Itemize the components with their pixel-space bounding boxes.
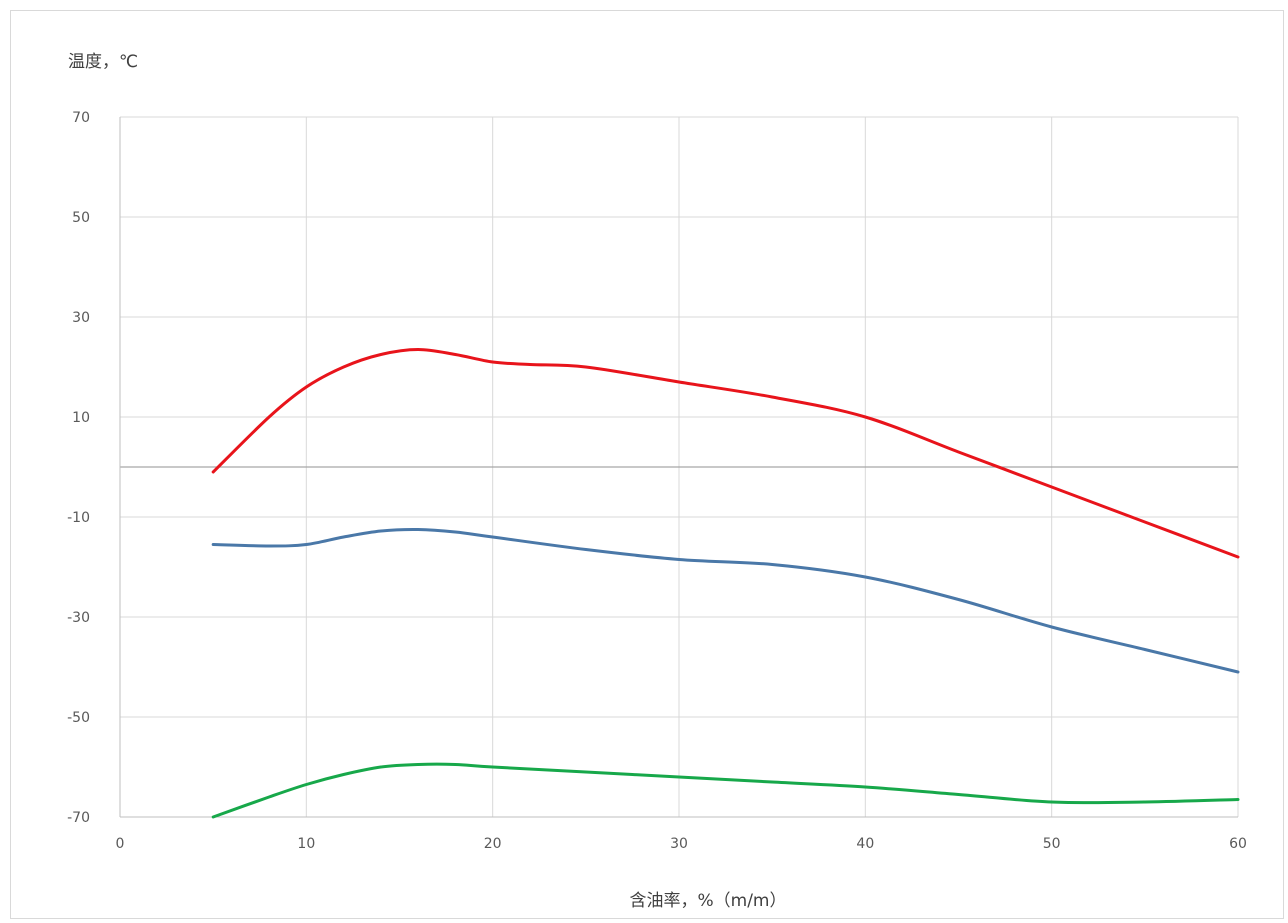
y-tick-label: -30	[67, 610, 90, 626]
y-tick-label: 10	[72, 410, 90, 426]
line-chart: -70 -50 -30 -10 10 30 50 70 0 10 20 30 40 50 60 温度，℃ 含…	[67, 52, 1247, 911]
series-line-3	[211, 762, 1240, 819]
x-tick-label: 30	[670, 836, 688, 852]
x-tick-label: 10	[297, 836, 315, 852]
x-axis-title: 含油率，%（m/m）	[629, 891, 786, 911]
y-tick-label: 50	[72, 210, 90, 226]
y-tick-label: 30	[72, 310, 90, 326]
x-tick-label: 0	[116, 836, 125, 852]
y-tick-label: 70	[72, 110, 90, 126]
series-line-1	[211, 348, 1240, 559]
series-lines	[211, 348, 1240, 819]
x-tick-label: 20	[484, 836, 502, 852]
y-axis-title: 温度，℃	[68, 52, 138, 72]
x-tick-label: 60	[1229, 836, 1247, 852]
series-line-2	[211, 527, 1240, 674]
axes	[119, 117, 1238, 818]
y-tick-label: -50	[67, 710, 90, 726]
x-tick-label: 50	[1043, 836, 1061, 852]
x-tick-label: 40	[856, 836, 874, 852]
tick-labels: -70 -50 -30 -10 10 30 50 70 0 10 20 30 40 50 60	[67, 110, 1247, 852]
y-tick-label: -70	[67, 810, 90, 826]
y-tick-label: -10	[67, 510, 90, 526]
chart-frame: -70 -50 -30 -10 10 30 50 70 0 10 20 30 40 50 60 温度，℃ 含…	[10, 10, 1284, 919]
